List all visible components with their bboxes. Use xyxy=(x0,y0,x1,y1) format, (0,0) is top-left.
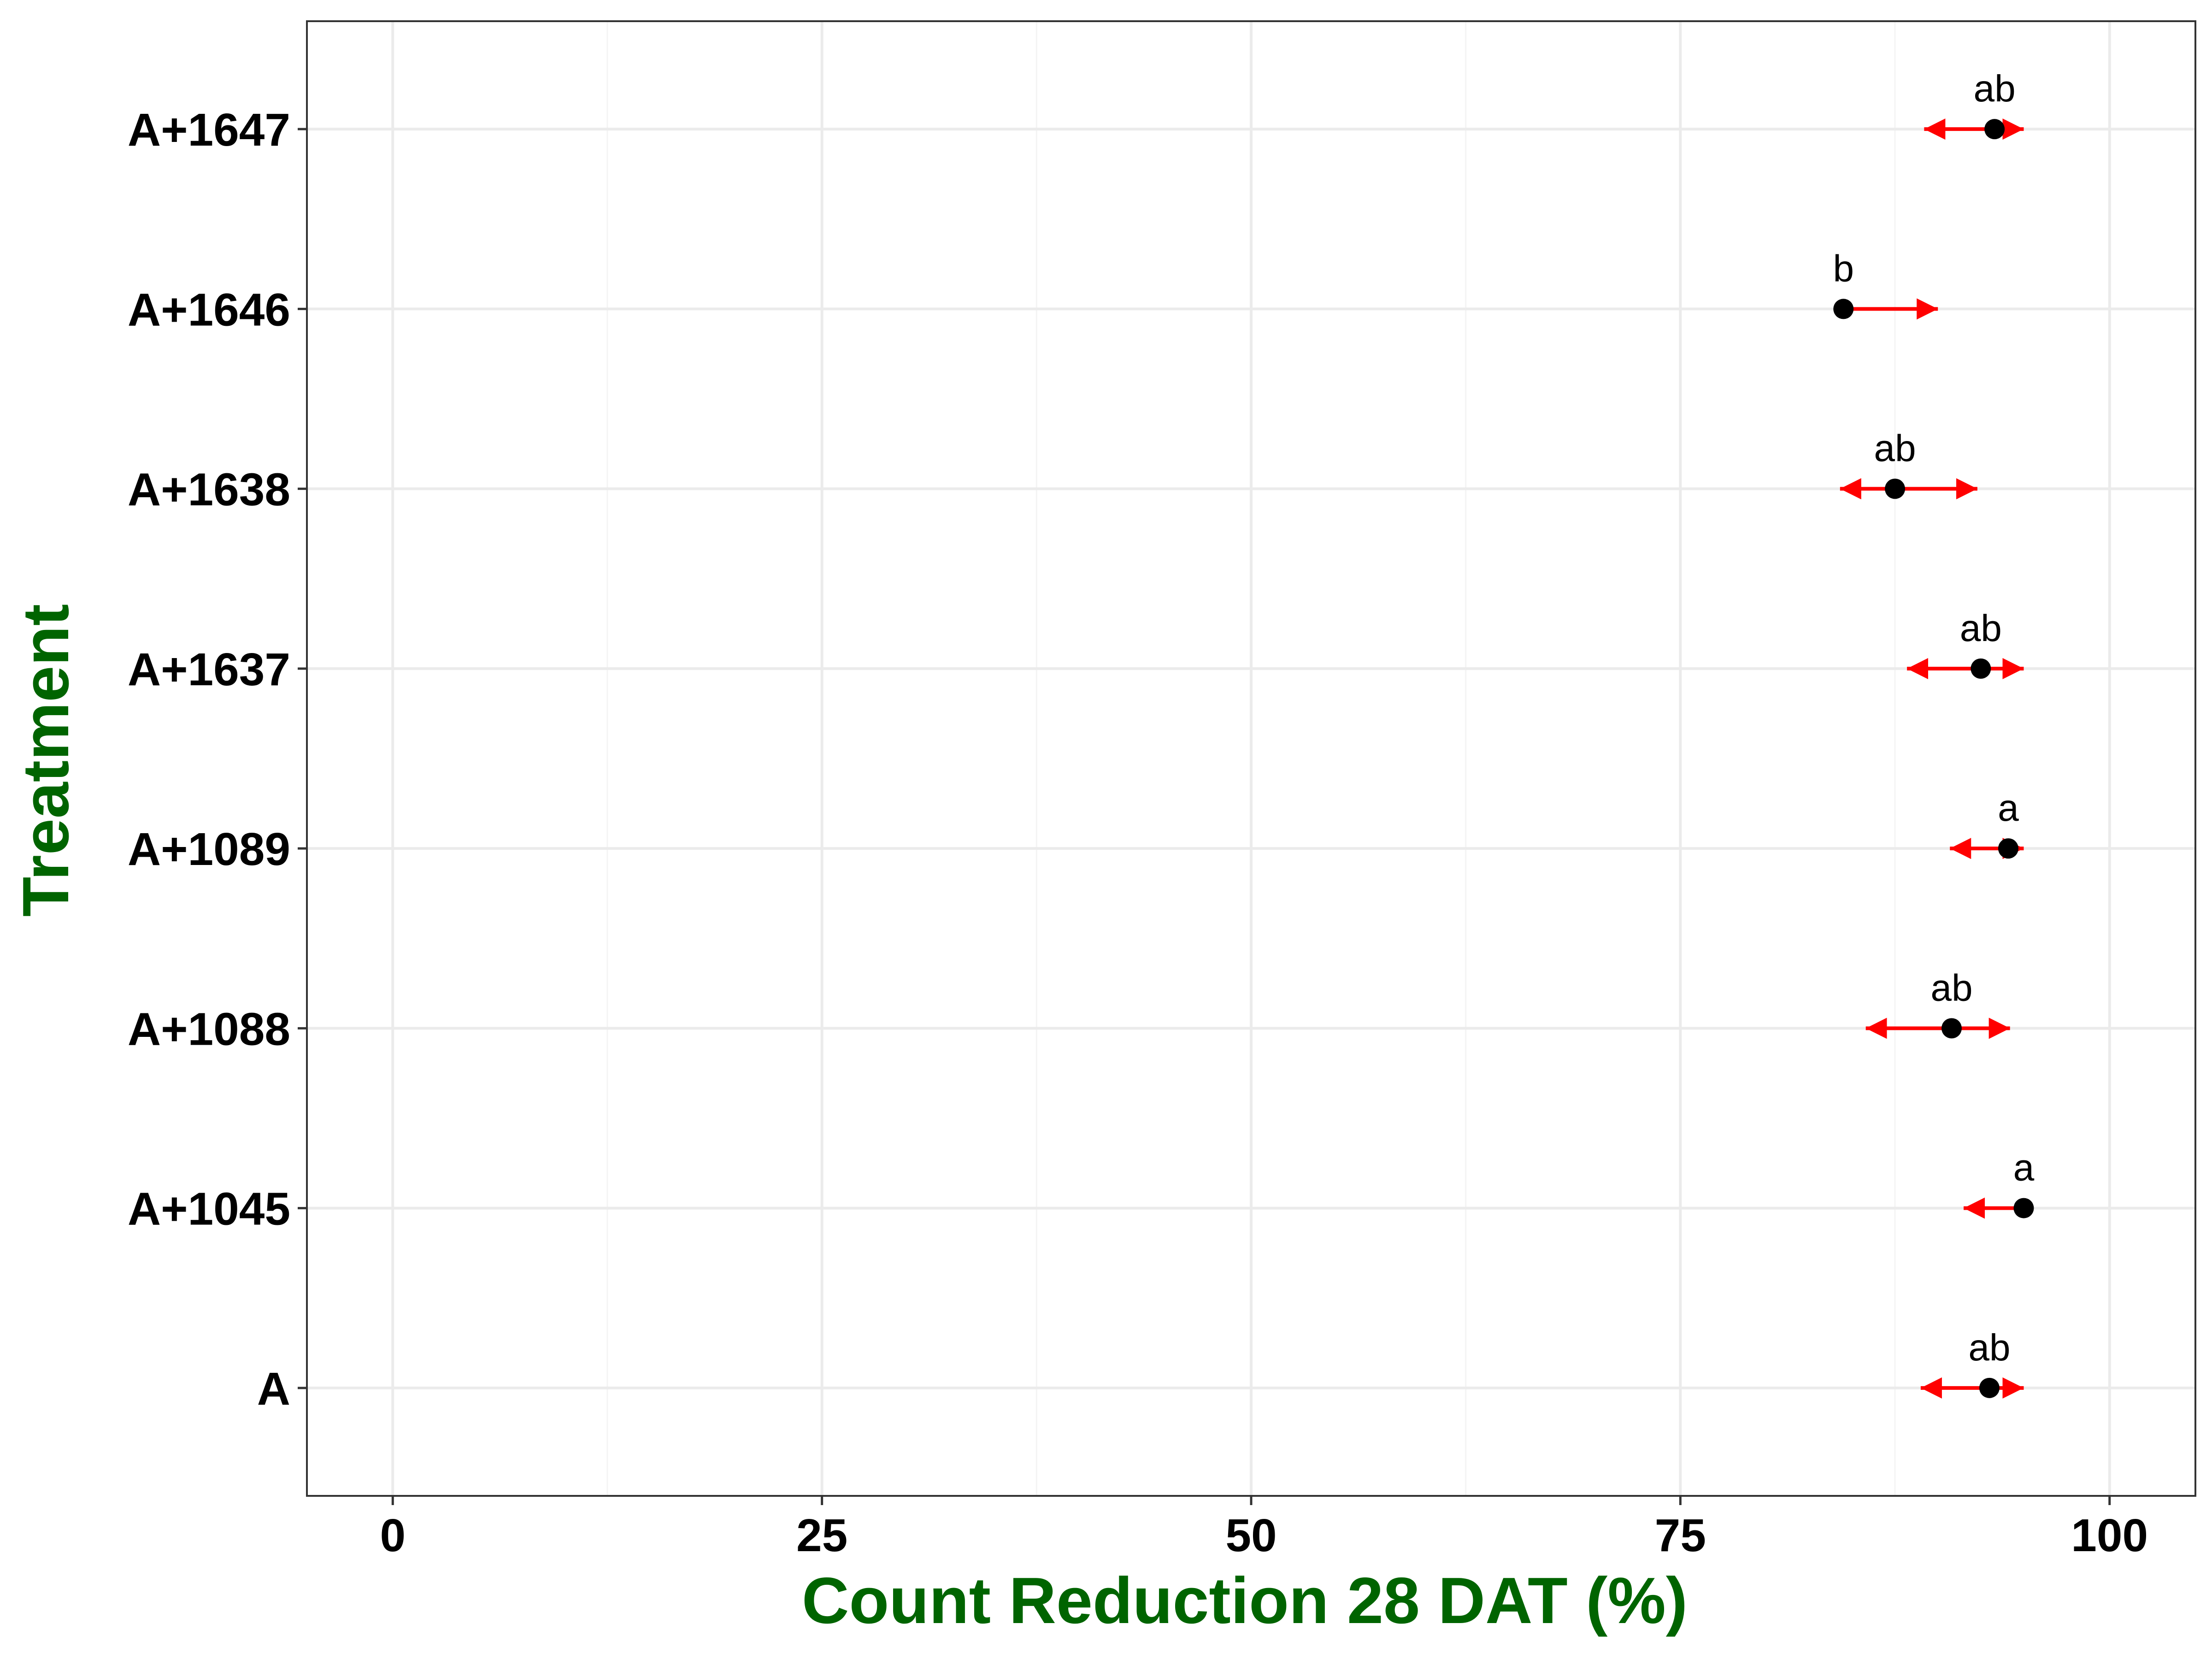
group-label: ab xyxy=(1968,1327,2010,1369)
data-point xyxy=(1941,1018,1962,1039)
group-label: ab xyxy=(1930,967,1972,1009)
group-label: ab xyxy=(1960,607,2002,649)
x-axis-title: Count Reduction 28 DAT (%) xyxy=(802,1564,1688,1637)
grid-minor xyxy=(606,21,1896,1496)
data-point xyxy=(1984,119,2005,140)
x-tick-label: 25 xyxy=(796,1510,847,1561)
data-point xyxy=(1998,838,2018,859)
y-tick-label: A+1088 xyxy=(128,1003,290,1055)
group-label: ab xyxy=(1974,68,2016,110)
group-label: a xyxy=(2013,1147,2035,1189)
x-tick-label: 50 xyxy=(1225,1510,1277,1561)
x-tick-label: 75 xyxy=(1655,1510,1706,1561)
data-point xyxy=(1885,478,1906,499)
data-point xyxy=(1833,299,1854,319)
y-tick-label: A+1647 xyxy=(128,104,290,156)
group-label: ab xyxy=(1874,428,1916,470)
x-axis: 0 25 50 75 100 xyxy=(380,1496,2148,1561)
group-label: a xyxy=(1998,787,2019,829)
data-marks: ab a ab a ab ab b ab xyxy=(1833,68,2035,1399)
y-tick-label: A xyxy=(257,1363,290,1415)
y-tick-label: A+1646 xyxy=(128,284,290,335)
y-tick-label: A+1638 xyxy=(128,464,290,516)
x-tick-label: 0 xyxy=(380,1510,406,1561)
data-point xyxy=(2013,1198,2034,1218)
group-label: b xyxy=(1833,247,1854,289)
y-tick-label: A+1637 xyxy=(128,644,290,695)
data-point xyxy=(1979,1377,2000,1398)
x-tick-label: 100 xyxy=(2071,1510,2148,1561)
data-point xyxy=(1971,658,1991,679)
y-axis: A A+1045 A+1088 A+1089 A+1637 A+1638 A+1646 A+1… xyxy=(128,104,307,1415)
y-axis-title: Treatment xyxy=(9,604,82,917)
y-tick-label: A+1089 xyxy=(128,824,290,875)
grid-major xyxy=(307,21,2195,1496)
y-tick-label: A+1045 xyxy=(128,1183,290,1235)
